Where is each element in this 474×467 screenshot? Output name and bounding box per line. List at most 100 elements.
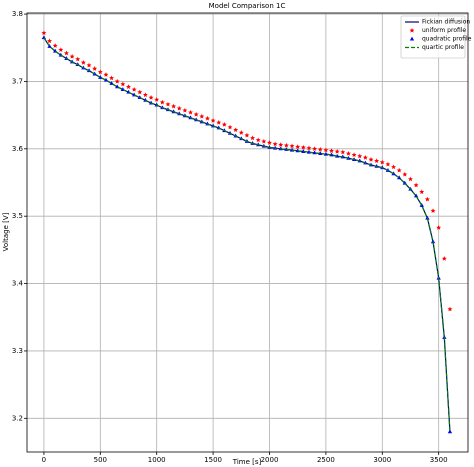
marker bbox=[238, 130, 244, 135]
marker bbox=[396, 167, 402, 173]
marker bbox=[329, 152, 334, 157]
marker bbox=[436, 225, 442, 230]
marker bbox=[402, 171, 408, 177]
marker bbox=[126, 84, 131, 89]
marker bbox=[193, 111, 199, 117]
marker bbox=[323, 147, 329, 153]
marker bbox=[86, 62, 92, 68]
legend-label: Fickian diffusion bbox=[422, 19, 470, 26]
marker bbox=[233, 127, 239, 133]
y-tick-label: 3.2 bbox=[12, 414, 23, 422]
x-tick-label: 2500 bbox=[317, 456, 335, 464]
marker bbox=[362, 154, 368, 160]
marker bbox=[227, 124, 233, 130]
marker bbox=[103, 77, 109, 82]
marker bbox=[441, 256, 447, 261]
marker bbox=[244, 132, 250, 138]
marker bbox=[182, 107, 188, 113]
series-line bbox=[43, 37, 451, 432]
marker bbox=[47, 44, 52, 48]
marker bbox=[334, 148, 340, 154]
marker bbox=[64, 50, 69, 56]
marker bbox=[114, 78, 120, 84]
y-tick-label: 3.4 bbox=[12, 280, 24, 288]
marker bbox=[165, 101, 171, 107]
y-tick-label: 3.7 bbox=[12, 77, 23, 85]
marker bbox=[419, 189, 425, 195]
legend-swatch bbox=[409, 36, 415, 41]
marker bbox=[69, 53, 75, 59]
x-axis-label: Time [s] bbox=[232, 458, 262, 466]
marker bbox=[340, 149, 346, 155]
legend-swatch bbox=[409, 27, 415, 33]
marker bbox=[413, 193, 419, 198]
marker bbox=[267, 140, 272, 145]
x-tick-label: 2000 bbox=[261, 456, 279, 464]
legend-label: quadratic profile bbox=[422, 36, 472, 43]
marker bbox=[385, 161, 391, 167]
plot-frame bbox=[26, 12, 469, 453]
marker bbox=[176, 105, 182, 111]
marker bbox=[131, 86, 137, 92]
marker bbox=[210, 117, 216, 123]
x-tick-label: 3500 bbox=[430, 456, 448, 464]
marker bbox=[250, 135, 256, 141]
marker bbox=[283, 142, 289, 148]
marker bbox=[137, 89, 143, 95]
marker bbox=[97, 69, 103, 75]
marker bbox=[272, 141, 278, 147]
marker bbox=[52, 43, 58, 48]
marker bbox=[47, 38, 53, 44]
marker bbox=[204, 115, 210, 121]
marker bbox=[278, 142, 284, 147]
marker bbox=[109, 75, 115, 81]
marker bbox=[351, 152, 357, 157]
y-axis-label: Voltage [V] bbox=[2, 212, 10, 251]
legend-label: quartic profile bbox=[422, 44, 464, 51]
marker bbox=[295, 144, 301, 149]
marker bbox=[317, 146, 323, 152]
x-tick-label: 500 bbox=[94, 456, 107, 464]
marker bbox=[323, 151, 329, 156]
marker bbox=[306, 145, 312, 151]
marker bbox=[368, 157, 374, 162]
marker bbox=[397, 175, 402, 180]
x-tick-label: 1500 bbox=[204, 456, 222, 464]
marker bbox=[199, 113, 205, 119]
marker bbox=[58, 47, 64, 52]
marker bbox=[413, 182, 419, 188]
marker bbox=[447, 429, 453, 434]
marker bbox=[312, 146, 318, 151]
y-tick-label: 3.3 bbox=[12, 347, 23, 355]
marker bbox=[391, 164, 397, 170]
x-tick-label: 1000 bbox=[148, 456, 166, 464]
marker bbox=[221, 121, 227, 127]
series-line bbox=[43, 37, 451, 432]
marker bbox=[430, 208, 436, 213]
marker bbox=[154, 97, 160, 102]
marker bbox=[300, 144, 306, 150]
marker bbox=[80, 59, 86, 65]
marker bbox=[379, 159, 385, 165]
marker bbox=[318, 151, 323, 155]
marker bbox=[41, 30, 47, 36]
marker bbox=[289, 143, 295, 149]
x-tick-label: 3000 bbox=[373, 456, 391, 464]
marker bbox=[41, 35, 47, 40]
chart-title: Model Comparison 1C bbox=[209, 2, 286, 10]
marker bbox=[329, 148, 334, 153]
marker bbox=[148, 95, 154, 100]
marker bbox=[374, 158, 380, 164]
y-tick-label: 3.6 bbox=[12, 145, 24, 153]
y-tick-label: 3.8 bbox=[12, 10, 23, 18]
x-tick-label: 0 bbox=[42, 456, 46, 464]
marker bbox=[408, 176, 413, 182]
marker bbox=[447, 306, 453, 312]
marker bbox=[75, 56, 81, 62]
marker bbox=[261, 138, 267, 144]
marker bbox=[142, 92, 148, 98]
marker bbox=[188, 109, 194, 115]
marker bbox=[425, 215, 430, 220]
marker bbox=[345, 150, 351, 156]
marker bbox=[92, 66, 98, 71]
